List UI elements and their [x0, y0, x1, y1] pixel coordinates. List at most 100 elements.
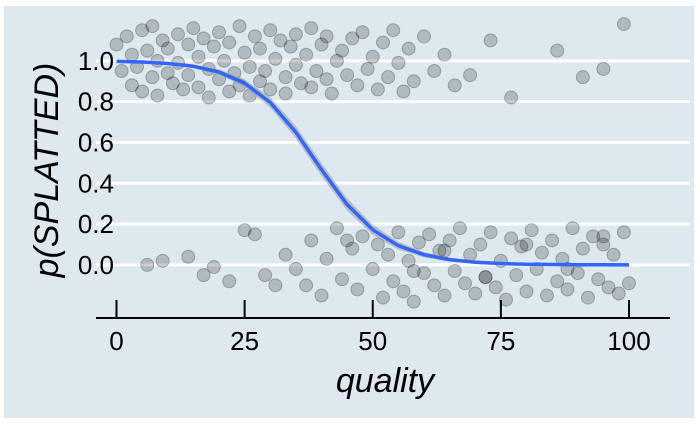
point-outcome-1-33	[222, 35, 237, 50]
point-outcome-1-56	[304, 21, 319, 36]
y-tick-label-2: 0.4	[78, 168, 114, 198]
point-outcome-0-76	[519, 237, 534, 252]
point-outcome-0-70	[616, 225, 631, 240]
point-outcome-0-71	[622, 276, 636, 291]
point-outcome-0-7	[247, 227, 262, 242]
point-outcome-1-13	[155, 33, 170, 48]
point-outcome-0-23	[376, 290, 390, 305]
point-outcome-1-61	[324, 86, 339, 101]
point-outcome-1-51	[288, 57, 303, 72]
point-outcome-1-14	[160, 66, 175, 81]
x-axis-title: quality	[336, 362, 436, 400]
point-outcome-0-45	[488, 280, 503, 295]
point-outcome-0-67	[601, 280, 616, 295]
point-outcome-1-38	[242, 59, 257, 74]
point-outcome-1-65	[345, 31, 360, 46]
point-outcome-1-50	[283, 39, 298, 54]
point-outcome-0-49	[509, 268, 524, 283]
point-outcome-1-30	[212, 25, 226, 40]
y-axis-title: p(SPLATTED)	[28, 63, 66, 279]
point-outcome-1-21	[181, 68, 196, 83]
point-outcome-0-20	[355, 229, 370, 244]
point-outcome-0-64	[586, 229, 601, 244]
point-outcome-1-19	[176, 82, 191, 97]
point-outcome-1-52	[288, 27, 303, 42]
point-outcome-0-35	[437, 288, 452, 303]
point-outcome-0-69	[611, 286, 626, 301]
point-outcome-0-0	[140, 257, 155, 272]
x-tick-label-3: 75	[486, 326, 515, 356]
point-outcome-0-4	[206, 259, 221, 274]
point-outcome-0-47	[499, 292, 513, 307]
point-outcome-1-59	[319, 72, 334, 87]
point-outcome-0-2	[181, 249, 196, 264]
point-outcome-0-63	[581, 290, 595, 305]
point-outcome-0-42	[473, 237, 488, 252]
point-outcome-0-31	[417, 266, 431, 281]
point-outcome-0-50	[514, 239, 529, 254]
point-outcome-0-57	[550, 274, 565, 289]
point-outcome-0-74	[437, 243, 452, 258]
y-tick-label-4: 0.8	[78, 87, 114, 117]
point-outcome-0-62	[575, 241, 590, 256]
x-tick-label-4: 100	[607, 326, 650, 356]
point-outcome-1-20	[181, 37, 196, 52]
y-axis-tick-labels: 0.0 0.2 0.4 0.6 0.8 1.0	[78, 46, 114, 280]
point-outcome-1-67	[355, 25, 370, 40]
point-outcome-1-73	[386, 23, 401, 38]
point-outcome-0-48	[504, 231, 519, 246]
point-outcome-0-59	[560, 282, 575, 297]
point-outcome-1-75	[396, 84, 411, 99]
point-outcome-1-63	[335, 43, 349, 58]
point-outcome-0-36	[442, 233, 457, 248]
y-tick-label-3: 0.6	[78, 127, 114, 157]
point-outcome-1-80	[437, 47, 452, 62]
scatter-points	[109, 17, 636, 309]
point-outcome-0-13	[304, 233, 319, 248]
point-outcome-1-76	[401, 41, 416, 56]
point-outcome-0-61	[570, 266, 585, 281]
point-outcome-1-47	[273, 33, 288, 48]
point-outcome-0-73	[406, 264, 421, 279]
fit-line	[116, 59, 630, 267]
point-outcome-1-84	[504, 90, 519, 105]
point-outcome-0-52	[524, 223, 539, 238]
point-outcome-1-64	[340, 68, 355, 83]
point-outcome-0-19	[350, 282, 365, 297]
point-outcome-0-60	[565, 221, 580, 236]
point-outcome-0-24	[381, 247, 396, 262]
point-outcome-0-78	[596, 229, 611, 244]
x-axis-ticks: 0 25 50 75 100	[109, 300, 651, 356]
point-outcome-1-48	[278, 70, 293, 85]
point-outcome-0-27	[396, 284, 411, 299]
point-outcome-0-14	[314, 288, 329, 303]
point-outcome-1-79	[427, 64, 442, 79]
x-tick-label-1: 25	[230, 326, 259, 356]
point-outcome-0-15	[319, 251, 334, 266]
point-outcome-0-8	[258, 268, 273, 283]
point-outcome-1-78	[417, 29, 431, 44]
point-outcome-0-6	[237, 223, 252, 238]
point-outcome-0-54	[534, 245, 549, 260]
point-outcome-0-11	[288, 262, 303, 277]
point-outcome-1-69	[365, 49, 380, 64]
point-outcome-1-81	[447, 78, 462, 93]
point-outcome-0-55	[540, 288, 554, 303]
y-tick-label-0: 0.0	[78, 250, 114, 280]
point-outcome-1-68	[360, 61, 375, 76]
point-outcome-1-74	[391, 55, 406, 70]
point-outcome-1-9	[145, 70, 160, 85]
point-outcome-1-62	[329, 53, 344, 68]
point-outcome-1-11	[150, 53, 165, 68]
point-outcome-1-6	[135, 23, 150, 38]
point-outcome-0-51	[519, 284, 534, 299]
point-outcome-0-21	[365, 262, 380, 277]
point-outcome-1-85	[550, 43, 565, 58]
point-outcome-1-7	[135, 84, 150, 99]
point-outcome-1-3	[124, 78, 139, 93]
point-outcome-0-10	[278, 247, 293, 262]
point-outcome-1-44	[263, 23, 278, 38]
point-outcome-1-49	[278, 86, 293, 101]
point-outcome-1-35	[232, 19, 247, 34]
fit-curve	[116, 59, 630, 267]
